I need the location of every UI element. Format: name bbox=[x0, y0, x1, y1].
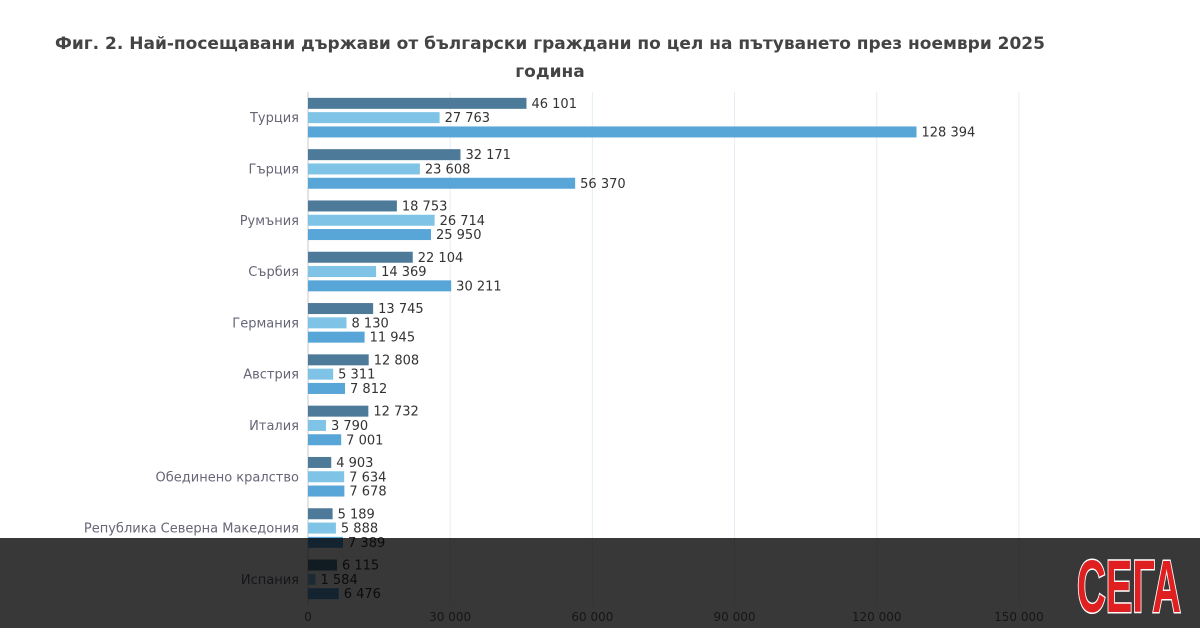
value-label: 22 104 bbox=[418, 251, 464, 266]
bottom-overlay-band bbox=[0, 538, 1200, 628]
bar-series-2 bbox=[308, 163, 420, 175]
value-label: 23 608 bbox=[425, 162, 471, 177]
value-label: 7 678 bbox=[349, 485, 386, 500]
value-label: 13 745 bbox=[378, 302, 424, 317]
category-label: Австрия bbox=[243, 368, 299, 383]
bar-series-1 bbox=[308, 200, 397, 212]
category-label: Германия bbox=[232, 316, 299, 331]
bar-series-2 bbox=[308, 471, 345, 483]
chart-title: Фиг. 2. Най-посещавани държави от българ… bbox=[0, 30, 1100, 86]
bar-series-1 bbox=[308, 456, 332, 468]
value-label: 5 311 bbox=[338, 368, 375, 383]
chart-title-line-2: година bbox=[515, 62, 585, 82]
sega-logo: СЕГА bbox=[1076, 544, 1183, 624]
category-label: Сърбия bbox=[248, 265, 299, 280]
value-label: 8 130 bbox=[352, 316, 389, 331]
value-label: 7 001 bbox=[346, 433, 383, 448]
bar-series-3 bbox=[308, 434, 342, 446]
bar-series-3 bbox=[308, 177, 576, 189]
bar-series-1 bbox=[308, 149, 461, 161]
chart-title-line-1: Фиг. 2. Най-посещавани държави от българ… bbox=[55, 34, 1045, 54]
value-label: 4 903 bbox=[336, 456, 373, 471]
category-label: Гърция bbox=[249, 162, 299, 177]
value-label: 7 812 bbox=[350, 382, 387, 397]
bar-series-1 bbox=[308, 303, 374, 315]
value-label: 18 753 bbox=[402, 199, 448, 214]
bar-series-2 bbox=[308, 368, 334, 380]
bar-series-3 bbox=[308, 485, 345, 497]
value-label: 14 369 bbox=[381, 265, 427, 280]
bar-series-3 bbox=[308, 331, 365, 343]
bar-series-1 bbox=[308, 508, 333, 520]
value-label: 5 888 bbox=[341, 522, 378, 537]
value-label: 27 763 bbox=[445, 111, 491, 126]
value-label: 30 211 bbox=[456, 279, 502, 294]
value-label: 12 808 bbox=[374, 353, 420, 368]
value-label: 46 101 bbox=[531, 97, 577, 112]
value-label: 5 189 bbox=[338, 507, 375, 522]
value-label: 26 714 bbox=[440, 214, 486, 229]
category-label: Обединено кралство bbox=[156, 470, 300, 485]
bar-series-2 bbox=[308, 214, 435, 226]
value-label: 12 732 bbox=[373, 405, 419, 420]
category-label: Република Северна Македония bbox=[84, 522, 299, 537]
value-label: 11 945 bbox=[370, 331, 416, 346]
value-label: 56 370 bbox=[580, 177, 626, 192]
bar-series-1 bbox=[308, 97, 527, 109]
bar-series-2 bbox=[308, 419, 326, 431]
bar-series-3 bbox=[308, 229, 431, 241]
category-label: Румъния bbox=[240, 214, 299, 229]
category-label: Турция bbox=[249, 111, 299, 126]
bar-series-2 bbox=[308, 112, 440, 124]
sega-logo-text: СЕГА bbox=[1077, 545, 1181, 624]
bar-series-3 bbox=[308, 382, 346, 394]
bar-series-1 bbox=[308, 251, 413, 263]
value-label: 128 394 bbox=[922, 125, 976, 140]
bar-series-3 bbox=[308, 126, 917, 138]
value-label: 3 790 bbox=[331, 419, 368, 434]
category-label: Италия bbox=[249, 419, 299, 434]
bar-series-1 bbox=[308, 354, 369, 366]
bar-series-3 bbox=[308, 280, 452, 292]
value-label: 7 634 bbox=[349, 470, 386, 485]
value-label: 32 171 bbox=[465, 148, 511, 163]
bar-series-2 bbox=[308, 317, 347, 329]
bar-series-2 bbox=[308, 522, 336, 534]
bar-series-2 bbox=[308, 266, 377, 278]
bar-series-1 bbox=[308, 405, 369, 417]
value-label: 25 950 bbox=[436, 228, 482, 243]
